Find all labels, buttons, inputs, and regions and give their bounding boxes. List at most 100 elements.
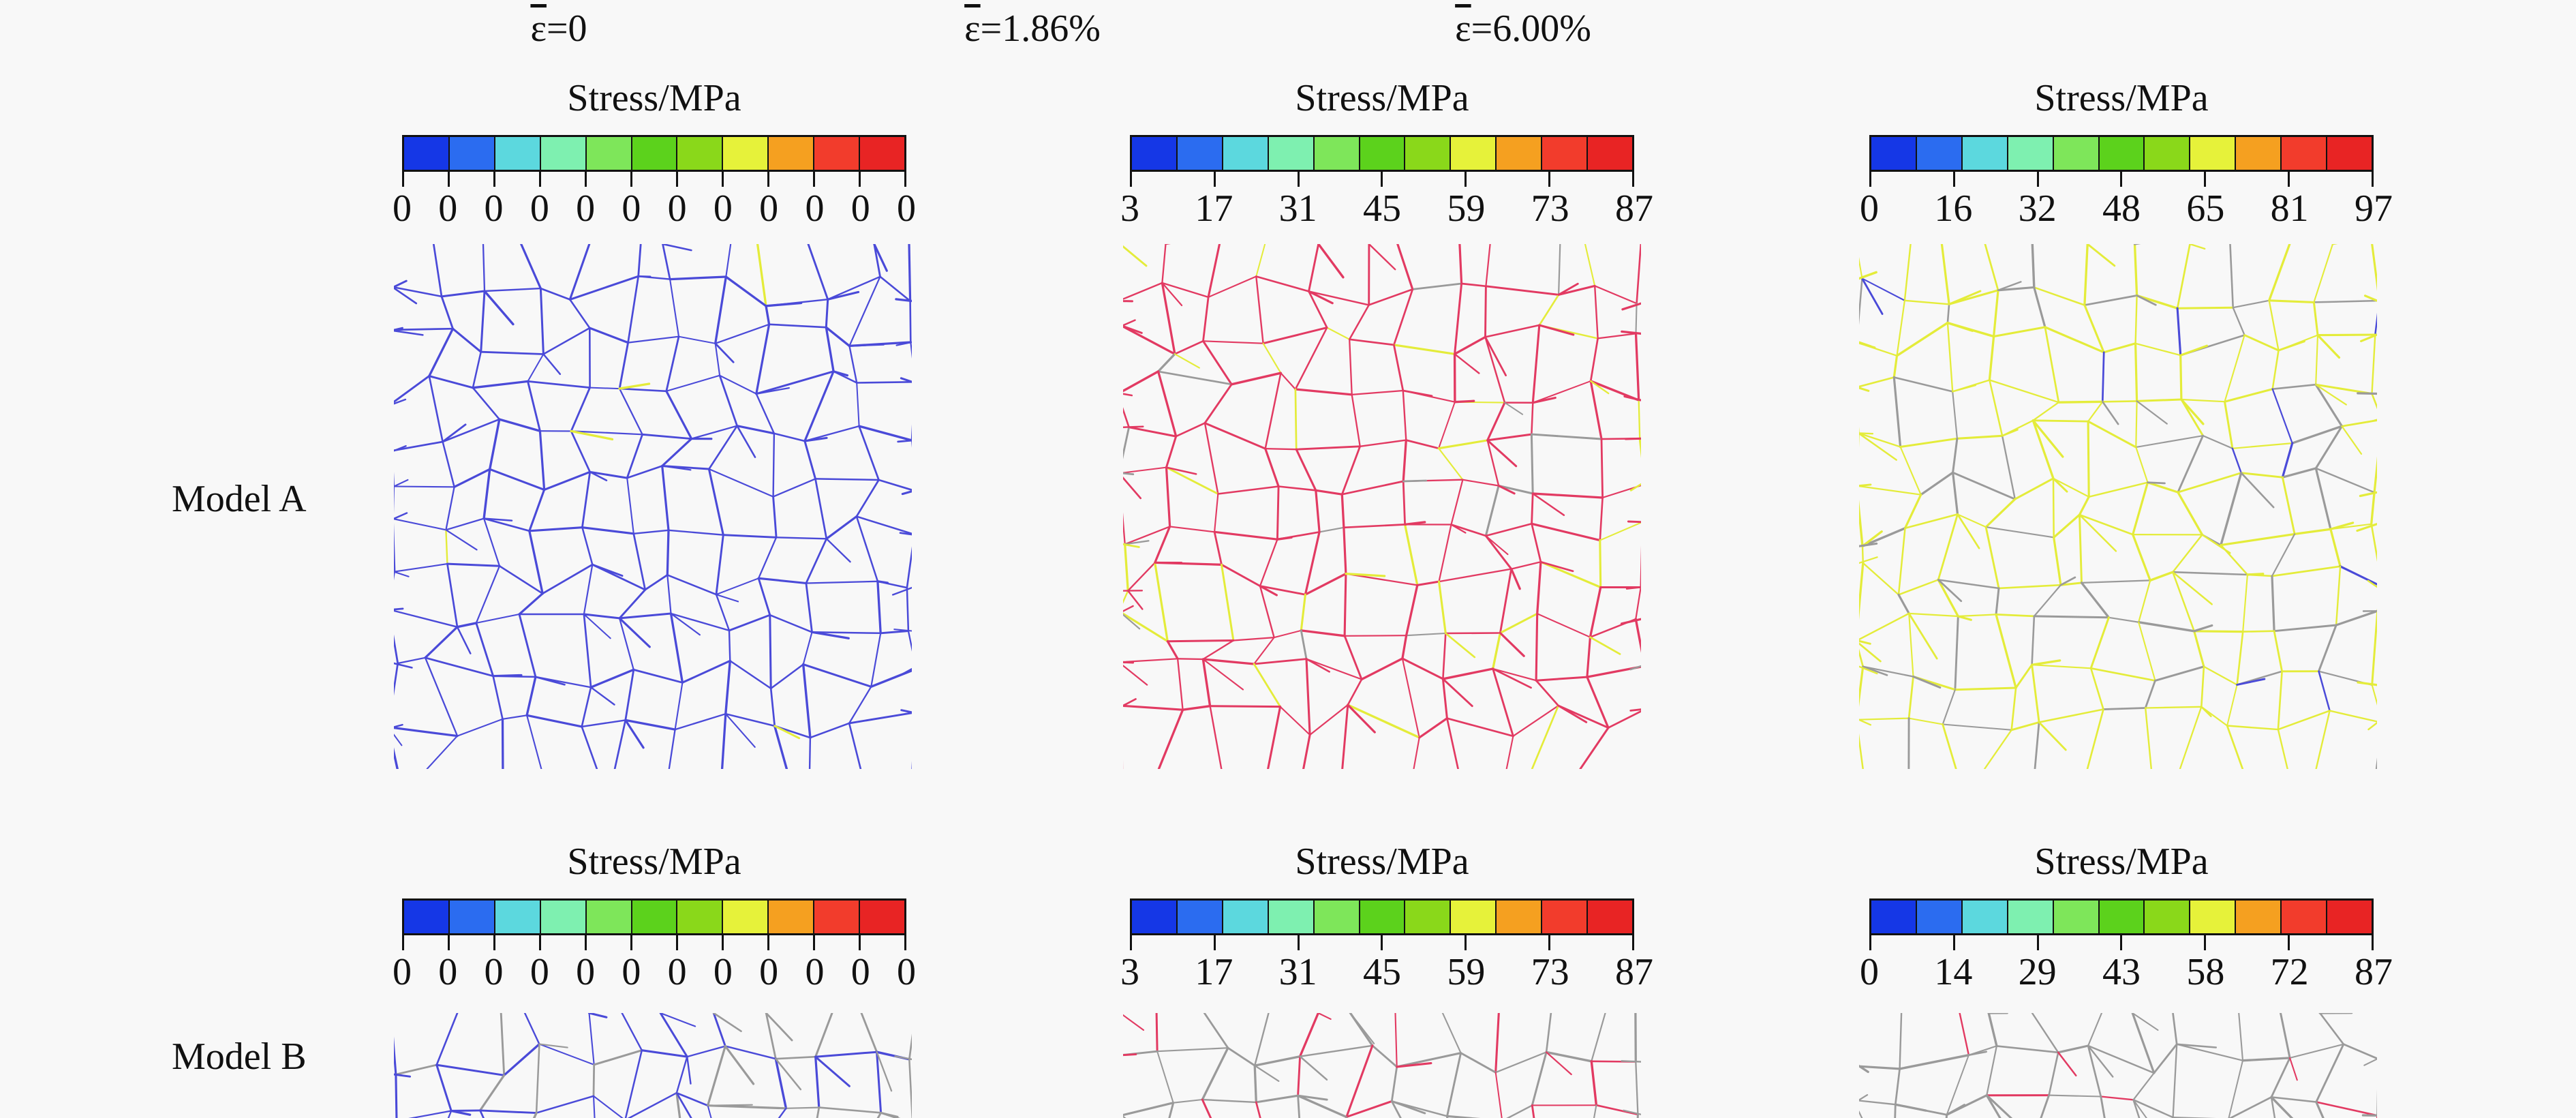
grain-boundary	[827, 275, 881, 301]
grain-boundary	[1538, 324, 1575, 336]
grain-boundary	[1344, 635, 1407, 637]
grain-boundary	[2136, 398, 2183, 402]
grain-boundary	[2360, 333, 2377, 342]
grain-boundary	[2342, 1043, 2377, 1060]
grain-boundary	[1995, 587, 2000, 616]
grain-boundary	[1908, 717, 1944, 725]
colorbar-tick	[859, 172, 861, 187]
grain-boundary	[803, 425, 860, 442]
grain-boundary	[2240, 472, 2275, 509]
grain-boundary	[624, 669, 635, 721]
grain-boundary	[2315, 467, 2376, 494]
colorbar-tick-label: 0	[805, 187, 825, 230]
colorbar-swatch	[2008, 137, 2054, 170]
grain-boundary	[2172, 534, 2203, 573]
grain-boundary	[2268, 299, 2280, 352]
colorbar-tick	[539, 172, 541, 187]
grain-boundary	[768, 323, 827, 329]
grain-boundary	[1995, 1045, 2059, 1054]
grain-boundary	[708, 468, 774, 498]
grain-boundary	[482, 244, 486, 292]
colorbar-tick	[630, 172, 632, 187]
grain-boundary	[1124, 540, 1150, 545]
grain-boundary	[2241, 1057, 2291, 1062]
colorbar-strip	[1130, 135, 1634, 172]
grain-boundary	[805, 537, 828, 584]
grain-boundary	[1396, 1052, 1462, 1068]
grain-boundary	[1123, 324, 1143, 334]
grain-boundary	[848, 275, 881, 347]
grain-boundary	[394, 522, 396, 573]
colorbar-tick-label: 0	[667, 187, 687, 230]
grain-boundary	[1594, 285, 1599, 339]
grain-boundary	[1450, 524, 1467, 534]
grain-boundary	[2052, 477, 2055, 539]
grain-boundary	[502, 714, 528, 720]
colorbar-swatch	[860, 137, 904, 170]
row-label-model-a: Model A	[172, 478, 307, 520]
grain-boundary	[876, 580, 882, 635]
grain-boundary	[1255, 275, 1310, 292]
grain-boundary	[1123, 245, 1148, 267]
colorbar-swatch	[449, 137, 495, 170]
grain-boundary	[583, 564, 594, 616]
strain-symbol: ε	[964, 7, 981, 50]
grain-boundary	[2079, 513, 2134, 536]
grain-boundary	[873, 244, 888, 272]
colorbar-tick-label: 16	[1934, 187, 1973, 230]
grain-boundary	[675, 1091, 692, 1118]
colorbar-swatch	[1314, 901, 1360, 933]
colorbar-tick	[2288, 172, 2290, 187]
grain-boundary	[534, 676, 566, 686]
grain-boundary	[1254, 1064, 1280, 1083]
grain-boundary	[1123, 614, 1141, 630]
grain-boundary	[1484, 484, 1500, 537]
grain-boundary	[2001, 429, 2019, 437]
grain-boundary	[1326, 327, 1351, 340]
grain-boundary	[1203, 383, 1233, 425]
grain-boundary	[1895, 321, 1949, 357]
grain-boundary	[825, 326, 851, 348]
grain-boundary	[2281, 476, 2296, 535]
grain-boundary	[1202, 639, 1235, 661]
colorbar-tick-label: 59	[1447, 187, 1486, 230]
colorbar-swatch	[1405, 901, 1452, 933]
grain-boundary	[802, 631, 813, 665]
grain-boundary	[1172, 1098, 1203, 1104]
grain-boundary	[773, 725, 801, 740]
grain-boundary	[1557, 704, 1610, 729]
grain-boundary	[570, 430, 592, 473]
grain-boundary	[2108, 616, 2140, 623]
colorbar-swatch	[1871, 137, 1917, 170]
grain-boundary	[1625, 586, 1641, 590]
grain-boundary	[2315, 384, 2347, 406]
grain-boundary	[669, 278, 680, 337]
grain-boundary	[1305, 658, 1363, 680]
grain-boundary	[1460, 1052, 1497, 1074]
grain-boundary	[712, 1013, 742, 1033]
colorbar-tick	[585, 935, 587, 950]
grain-boundary	[394, 398, 407, 405]
grain-boundary	[1531, 492, 1534, 525]
grain-boundary	[1903, 494, 1922, 530]
grain-boundary	[435, 1063, 453, 1112]
grain-boundary	[394, 747, 399, 769]
colorbar-tick	[1213, 172, 1216, 187]
grain-boundary	[2243, 334, 2280, 352]
grain-boundary	[1624, 437, 1641, 440]
grain-boundary	[1345, 573, 1418, 586]
grain-boundary	[775, 537, 827, 540]
grain-boundary	[876, 1051, 883, 1114]
grain-boundary	[1315, 489, 1321, 533]
grain-boundary	[2281, 467, 2317, 479]
grain-boundary	[1393, 288, 1414, 346]
colorbar-tick	[1297, 935, 1300, 950]
grain-boundary	[618, 382, 651, 390]
grain-boundary	[1123, 590, 1129, 604]
grain-boundary	[2220, 532, 2296, 547]
grain-boundary	[2226, 725, 2244, 769]
colorbar-tick	[2371, 935, 2374, 950]
grain-boundary	[525, 714, 583, 728]
grain-boundary	[394, 571, 410, 577]
grain-boundary	[1259, 539, 1278, 587]
